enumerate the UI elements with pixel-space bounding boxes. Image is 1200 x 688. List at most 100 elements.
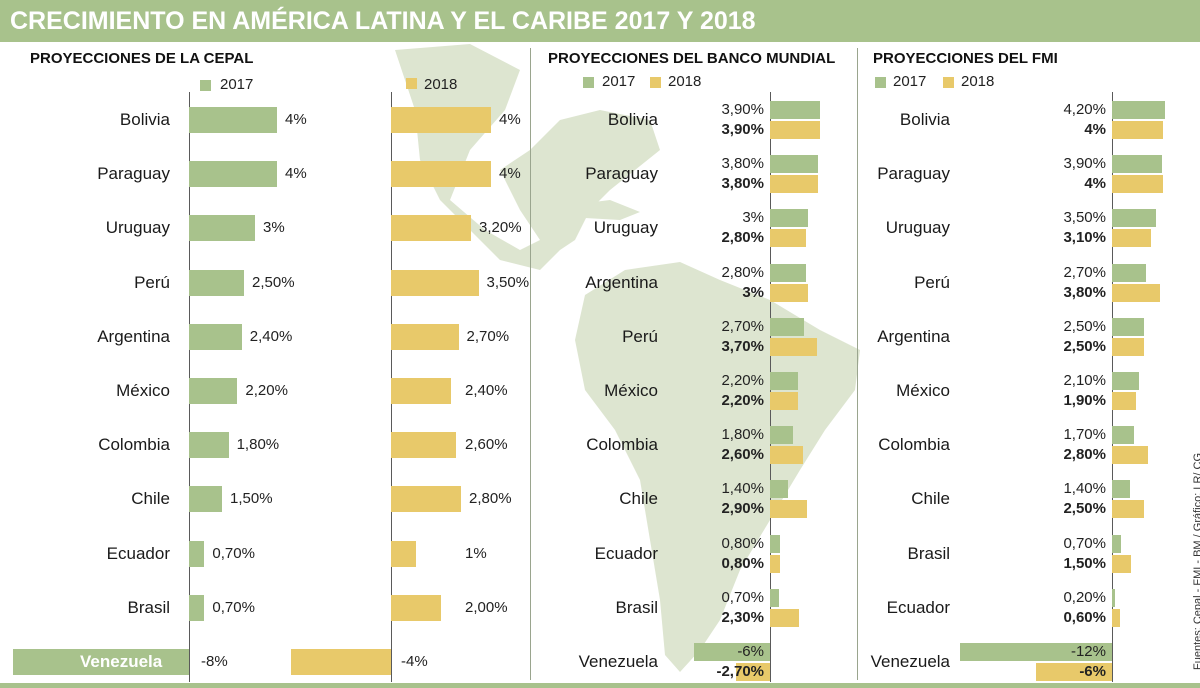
value-label-2018: -6% — [1079, 663, 1106, 680]
category-label: Ecuador — [106, 543, 170, 563]
bar-2018 — [770, 392, 798, 410]
value-label-2018: 1,50% — [1063, 554, 1106, 572]
value-label-2018: 2,20% — [721, 392, 764, 409]
value-label-2018: 2,30% — [721, 608, 764, 626]
bar-2017 — [189, 486, 222, 513]
value-label-2017: 3,90% — [1063, 155, 1106, 173]
value-label-2017: 1,50% — [230, 490, 273, 508]
bar-2018 — [770, 121, 820, 139]
bar-2018 — [391, 161, 491, 188]
bar-2018 — [770, 229, 806, 248]
bar-2018 — [391, 540, 416, 567]
category-label: Venezuela — [80, 652, 163, 671]
bar-2017 — [770, 534, 781, 553]
bar-2017 — [1112, 101, 1166, 119]
bar-2017 — [189, 594, 205, 621]
bar-2018 — [1035, 663, 1112, 681]
value-label-2017: 2,20% — [245, 382, 288, 399]
bar-2018 — [770, 608, 800, 627]
bar-2018 — [391, 594, 441, 621]
legend-2017-label: 2017 — [602, 73, 636, 90]
value-label-2017: 0,70% — [1063, 534, 1106, 552]
value-label-2018: -4% — [401, 653, 428, 670]
bar-2017 — [1112, 426, 1134, 445]
bar-2018 — [770, 446, 804, 465]
legend-2017-swatch — [875, 77, 886, 88]
value-label-2017: 3,80% — [721, 155, 764, 173]
bar-2018 — [391, 323, 459, 350]
category-label: Chile — [619, 489, 658, 509]
value-label-2017: -6% — [737, 643, 764, 660]
cepal-panel-title: PROYECCIONES DE LA CEPAL — [30, 50, 254, 67]
value-label-2018: 0,80% — [721, 554, 764, 572]
bar-2017 — [770, 209, 809, 228]
legend-2018-label: 2018 — [668, 73, 702, 90]
value-label-2017: 1,70% — [1063, 426, 1106, 444]
legend-2017-swatch — [200, 80, 211, 91]
bar-2018 — [770, 500, 807, 519]
bar-2017 — [770, 317, 805, 336]
bottom-bar — [0, 683, 1200, 688]
bar-2017 — [189, 378, 238, 404]
category-label: Brasil — [127, 597, 170, 617]
value-label-2017: 3% — [263, 219, 285, 237]
category-label: México — [116, 381, 170, 400]
bar-2018 — [391, 378, 451, 404]
fmi-panel-title: PROYECCIONES DEL FMI — [873, 50, 1058, 67]
value-label-2017: -12% — [1070, 643, 1106, 660]
value-label-2017: 2,20% — [721, 372, 764, 389]
bar-2018 — [1112, 446, 1148, 465]
legend-2018-swatch — [943, 77, 954, 88]
category-label: Bolivia — [119, 110, 170, 129]
bar-2018 — [1112, 500, 1144, 519]
category-label: Ecuador — [886, 597, 950, 617]
value-label-2017: 3,90% — [721, 101, 764, 118]
legend-2018-label: 2018 — [424, 76, 458, 93]
value-label-2017: 0,70% — [212, 598, 255, 616]
value-label-2018: 4% — [499, 111, 521, 128]
bar-2017 — [959, 643, 1112, 661]
value-label-2017: 3,50% — [1063, 209, 1106, 227]
value-label-2017: 3% — [742, 209, 764, 227]
value-label-2018: -2,70% — [716, 663, 764, 680]
category-label: Uruguay — [885, 218, 950, 238]
value-label-2018: 3,90% — [721, 121, 764, 138]
bar-2018 — [770, 283, 809, 302]
category-label: Paraguay — [585, 164, 658, 184]
bar-2017 — [13, 649, 189, 675]
bar-2018 — [391, 107, 491, 133]
chart-title: CRECIMIENTO EN AMÉRICA LATINA Y EL CARIB… — [10, 7, 756, 35]
bar-2017 — [1112, 372, 1139, 390]
category-label: Brasil — [615, 597, 658, 617]
category-label: Perú — [134, 272, 170, 292]
legend-2017-label: 2017 — [220, 76, 254, 93]
value-label-2017: 2,50% — [1063, 317, 1106, 335]
value-label-2018: 2,70% — [466, 327, 510, 345]
value-label-2017: 4,20% — [1063, 101, 1106, 118]
value-label-2017: 0,80% — [721, 534, 764, 552]
bar-2018 — [1112, 229, 1152, 248]
category-label: Argentina — [585, 272, 658, 292]
value-label-2018: 2,40% — [465, 382, 508, 399]
bar-2018 — [1112, 608, 1120, 627]
bar-2018 — [391, 432, 456, 459]
category-label: Perú — [914, 272, 950, 292]
category-label: Brasil — [907, 543, 950, 563]
legend-2018-swatch — [650, 77, 661, 88]
legend-2018-label: 2018 — [961, 73, 995, 90]
value-label-2018: 2,50% — [1063, 500, 1106, 518]
value-label-2017: 2,80% — [721, 263, 764, 281]
bar-2018 — [391, 269, 479, 296]
legend-2017-label: 2017 — [893, 73, 927, 90]
bar-2018 — [770, 554, 781, 573]
value-label-2018: 2,80% — [721, 229, 764, 247]
category-label: Chile — [911, 489, 950, 509]
bar-2017 — [770, 155, 819, 174]
category-label: Colombia — [878, 435, 950, 455]
value-label-2017: 1,40% — [721, 480, 764, 498]
value-label-2017: 2,50% — [252, 273, 295, 291]
value-label-2018: 2,80% — [1063, 446, 1106, 464]
bar-2018 — [1112, 337, 1144, 356]
